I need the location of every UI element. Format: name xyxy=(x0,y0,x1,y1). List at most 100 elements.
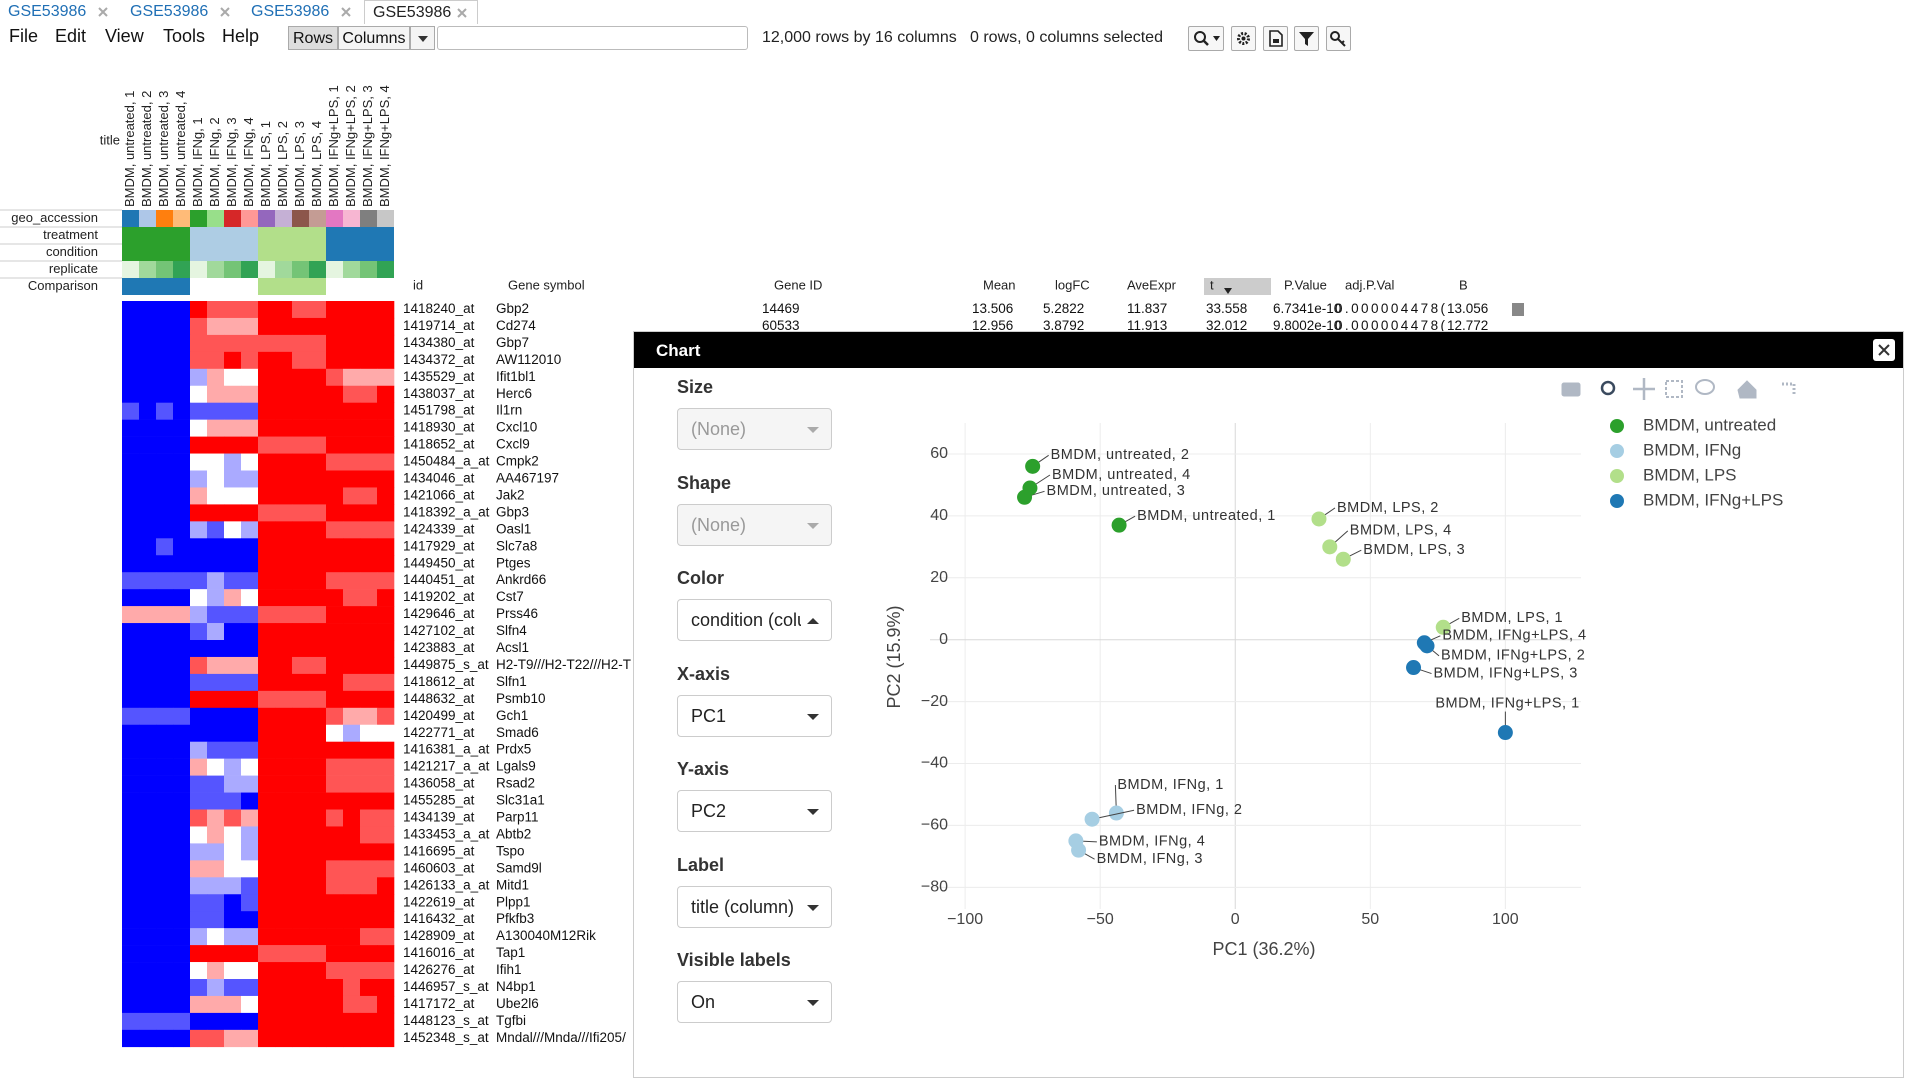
heatmap-cell xyxy=(292,673,310,692)
heatmap-cell xyxy=(292,521,310,539)
tab[interactable]: GSE53986 xyxy=(243,0,361,24)
heatmap-cell xyxy=(343,911,361,929)
heatmap-cell xyxy=(309,504,327,522)
columns-button[interactable]: Columns xyxy=(338,26,410,50)
heatmap-cell xyxy=(309,826,327,844)
tab-active[interactable]: GSE53986 xyxy=(364,0,478,24)
heatmap-cell xyxy=(258,911,276,929)
heatmap-cell xyxy=(258,1012,276,1031)
search-input[interactable] xyxy=(437,26,748,50)
heatmap-cell xyxy=(139,724,157,742)
tab-label: GSE53986 xyxy=(130,3,209,20)
heatmap-cell xyxy=(377,487,395,505)
select[interactable]: condition (column) xyxy=(677,599,832,641)
annotation-cell xyxy=(343,227,360,244)
heatmap-cell xyxy=(275,673,293,692)
heatmap-cell xyxy=(139,572,157,590)
heatmap-cell xyxy=(292,538,310,556)
heatmap-cell xyxy=(377,368,395,387)
heatmap-cell xyxy=(275,1012,293,1031)
annotation-cell xyxy=(241,227,258,244)
heatmap-cell xyxy=(139,792,157,810)
annotation-cell xyxy=(292,227,309,244)
heatmap-cell xyxy=(309,995,327,1014)
heatmap-cell xyxy=(292,572,310,590)
menu-item[interactable]: Help xyxy=(222,26,260,46)
dropdown-button[interactable] xyxy=(410,26,435,50)
table-cell: 1419202_at xyxy=(403,589,475,604)
heatmap-cell xyxy=(139,640,157,658)
heatmap-cell xyxy=(241,1012,259,1031)
heatmap-cell xyxy=(360,911,378,929)
heatmap-cell xyxy=(360,995,378,1014)
select[interactable]: title (column) xyxy=(677,885,832,928)
heatmap-cell xyxy=(139,487,157,505)
heatmap-cell xyxy=(326,606,344,624)
filter-button[interactable] xyxy=(1294,26,1319,51)
menu-item[interactable]: View xyxy=(105,26,144,46)
heatmap-cell xyxy=(377,792,395,810)
table-cell: 1426133_a_at xyxy=(403,877,490,892)
heatmap-cell xyxy=(190,538,208,556)
heatmap-cell xyxy=(258,419,276,437)
heatmap-cell xyxy=(275,1029,293,1048)
table-cell: 1420499_at xyxy=(403,708,475,723)
heatmap-cell xyxy=(292,589,310,607)
annotation-cell xyxy=(156,244,173,261)
select[interactable]: On xyxy=(677,981,832,1023)
select[interactable]: PC2 xyxy=(677,790,832,832)
heatmap-cell xyxy=(156,979,174,997)
heatmap-cell xyxy=(360,724,378,742)
menu-item[interactable]: Edit xyxy=(55,26,87,46)
arrow xyxy=(807,809,819,815)
heatmap-cell xyxy=(139,1012,157,1031)
heatmap-cell xyxy=(139,538,157,556)
heatmap-cell xyxy=(122,301,140,319)
heatmap-cell xyxy=(377,555,395,573)
heatmap-cell xyxy=(258,606,276,624)
heatmap-cell xyxy=(309,775,327,793)
heatmap-cell xyxy=(258,589,276,607)
heatmap-cell xyxy=(156,809,174,827)
heatmap-cell xyxy=(190,945,208,963)
annotation-cell xyxy=(224,261,241,278)
table-cell: 1422771_at xyxy=(403,725,475,740)
heatmap-cell xyxy=(241,453,259,471)
heatmap-cell xyxy=(360,741,378,759)
heatmap-cell xyxy=(241,724,259,742)
heatmap-cell xyxy=(139,707,157,726)
heatmap-cell xyxy=(207,758,225,776)
table-cell: Cd274 xyxy=(496,318,536,333)
heatmap-cell xyxy=(377,690,395,709)
arrow xyxy=(807,522,819,529)
heatmap-cell xyxy=(292,792,310,810)
table-cell: Cmpk2 xyxy=(496,454,539,469)
export-button[interactable] xyxy=(1263,26,1288,51)
heatmap-cell xyxy=(190,724,208,742)
annotation-cell xyxy=(139,210,156,227)
heatmap-cell xyxy=(377,317,395,336)
key-button[interactable] xyxy=(1326,26,1351,51)
heatmap-cell xyxy=(173,945,191,963)
zoom-button[interactable] xyxy=(1188,26,1224,51)
heatmap-cell xyxy=(292,724,310,742)
close-button[interactable] xyxy=(1873,339,1895,361)
tab[interactable]: GSE53986 xyxy=(122,0,240,24)
menu-item[interactable]: Tools xyxy=(163,26,206,46)
status-text: 12,000 rows by 16 columns xyxy=(762,29,957,46)
heatmap-cell xyxy=(207,453,225,471)
heatmap-cell xyxy=(156,843,174,861)
heatmap-cell xyxy=(360,351,378,370)
heatmap-cell xyxy=(275,504,293,522)
heatmap-cell xyxy=(258,351,276,370)
rows-button[interactable]: Rows xyxy=(288,26,338,50)
heatmap-cell xyxy=(343,995,361,1014)
tab[interactable]: GSE53986 xyxy=(0,0,118,24)
heatmap-cell xyxy=(309,1029,327,1048)
settings-button[interactable] xyxy=(1231,26,1256,51)
heatmap-cell xyxy=(343,809,361,827)
heatmap-cell xyxy=(156,555,174,573)
heatmap-cell xyxy=(343,301,361,319)
select[interactable]: PC1 xyxy=(677,694,832,737)
menu-item[interactable]: File xyxy=(9,26,39,46)
